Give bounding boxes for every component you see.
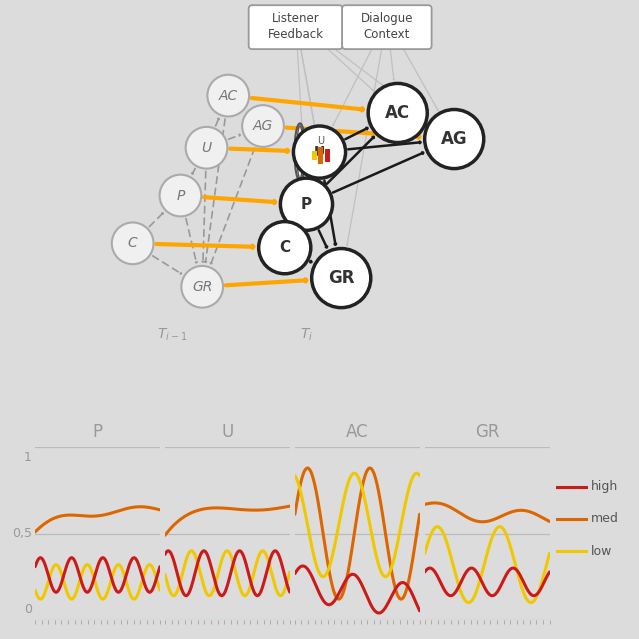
Text: 0,5: 0,5 xyxy=(12,527,32,540)
Text: $T_{i-1}$: $T_{i-1}$ xyxy=(157,327,187,343)
Bar xyxy=(318,148,323,164)
Bar xyxy=(312,151,317,160)
Text: P: P xyxy=(176,189,185,203)
Circle shape xyxy=(281,178,332,230)
Circle shape xyxy=(293,126,346,178)
Text: AC: AC xyxy=(385,104,410,122)
Circle shape xyxy=(181,266,223,307)
Text: AG: AG xyxy=(441,130,468,148)
Text: high: high xyxy=(591,480,619,493)
FancyBboxPatch shape xyxy=(249,5,343,49)
Text: C: C xyxy=(279,240,290,255)
Text: U: U xyxy=(314,145,325,159)
Text: GR: GR xyxy=(192,280,212,294)
Text: 0: 0 xyxy=(24,603,32,617)
Text: $T_i$: $T_i$ xyxy=(300,327,313,343)
Text: AG: AG xyxy=(253,119,273,133)
Text: AC: AC xyxy=(219,89,238,103)
Text: U: U xyxy=(317,136,324,146)
Text: C: C xyxy=(128,236,137,250)
Text: low: low xyxy=(591,544,612,558)
Text: 1: 1 xyxy=(24,450,32,464)
Circle shape xyxy=(160,174,201,217)
Circle shape xyxy=(368,84,427,142)
Text: Dialogue
Context: Dialogue Context xyxy=(360,12,413,40)
Circle shape xyxy=(425,109,484,169)
Text: GR: GR xyxy=(475,423,500,441)
FancyBboxPatch shape xyxy=(342,5,431,49)
Text: GR: GR xyxy=(328,269,355,287)
Text: P: P xyxy=(301,197,312,212)
Circle shape xyxy=(259,222,311,273)
Circle shape xyxy=(312,249,371,307)
Circle shape xyxy=(242,105,284,147)
Circle shape xyxy=(186,127,227,169)
Circle shape xyxy=(208,75,249,116)
Text: med: med xyxy=(591,512,619,525)
Text: P: P xyxy=(93,423,103,441)
Bar xyxy=(325,149,330,162)
Text: U: U xyxy=(201,141,212,155)
Text: Listener
Feedback: Listener Feedback xyxy=(268,12,323,40)
Circle shape xyxy=(112,222,153,264)
Text: U: U xyxy=(221,423,233,441)
Ellipse shape xyxy=(297,126,303,178)
Text: AC: AC xyxy=(346,423,369,441)
